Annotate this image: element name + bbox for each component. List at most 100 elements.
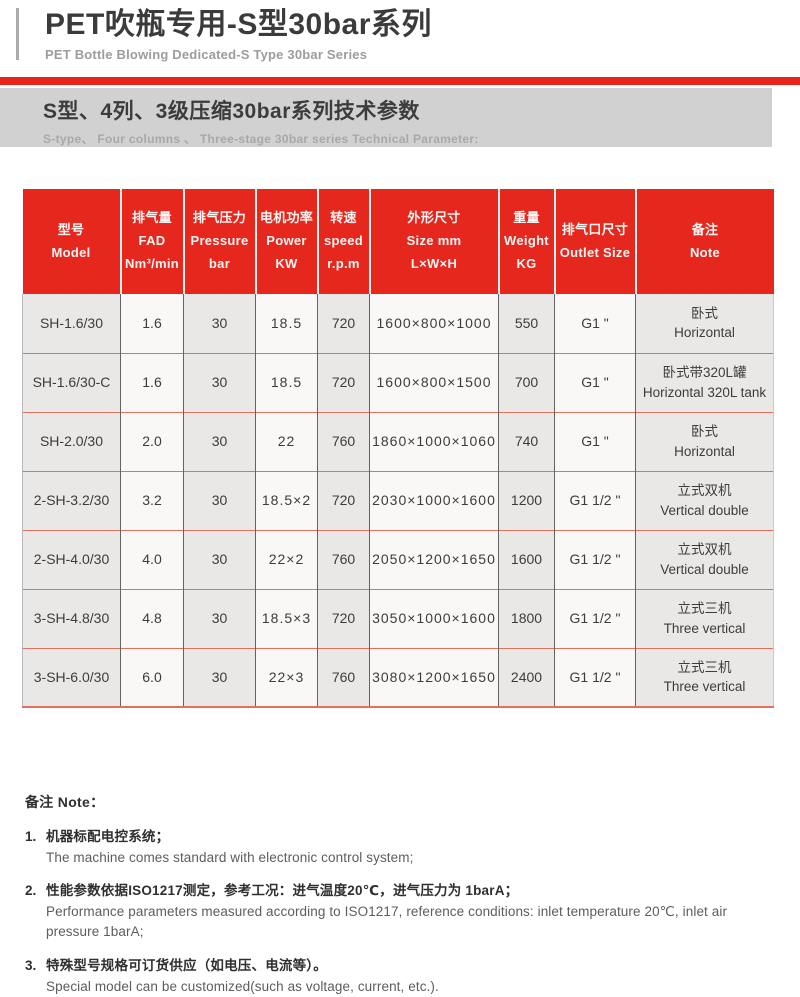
cell-weight: 1200	[498, 471, 555, 530]
note-text-cn: 特殊型号规格可订货供应（如电压、电流等）。	[46, 957, 327, 973]
cell-line: Horizontal 320L tank	[642, 384, 767, 400]
cell-line: 18.5	[270, 374, 303, 390]
page-subtitle: PET Bottle Blowing Dedicated-S Type 30ba…	[45, 46, 368, 62]
cell-line: SH-2.0/30	[39, 433, 104, 449]
cell-outlet: G1 "	[554, 412, 636, 471]
table-row: SH-1.6/30-C 1.6 30 18.5 720 1600×800×1500 700 G…	[22, 353, 774, 412]
header-line: Note	[689, 244, 721, 260]
cell-line: 立式双机	[677, 482, 732, 498]
cell-fad: 6.0	[120, 648, 184, 707]
cell-line: 6.0	[142, 668, 162, 685]
cell-model: 2-SH-3.2/30	[22, 471, 121, 530]
cell-line: 30	[211, 492, 228, 508]
cell-line: 卧式	[691, 305, 718, 321]
cell-note: 立式双机 Vertical double	[635, 471, 774, 530]
header-line: L×W×H	[410, 255, 458, 271]
cell-line: 740	[514, 433, 539, 449]
cell-line: 卧式带320L罐	[662, 364, 747, 380]
header-line: 外形尺寸	[407, 210, 461, 226]
note-text-cn: 机器标配电控系统；	[46, 829, 170, 844]
cell-line: 760	[331, 433, 356, 449]
cell-line: 3050×1000×1600	[372, 610, 496, 626]
notes-heading: 备注 Note：	[25, 794, 105, 810]
cell-pressure: 30	[183, 648, 256, 707]
header-cell-pressure: 排气压力 Pressure bar	[182, 189, 256, 294]
header-line: Size mm	[406, 233, 462, 249]
header-line: KW	[275, 255, 298, 271]
cell-line: Three vertical	[663, 620, 746, 636]
table-header-row: 型号 Model 排气量 FAD Nm³/min 排气压力 Pressure bar 电机功率 P…	[22, 189, 774, 294]
cell-line: 立式三机	[677, 659, 732, 675]
header-line: 重量	[513, 210, 540, 226]
cell-fad: 1.6	[120, 294, 184, 353]
cell-fad: 4.0	[120, 530, 184, 589]
cell-line: 3.2	[142, 492, 162, 508]
banner-title: S型、4列、3级压缩30bar系列技术参数	[43, 100, 420, 123]
technical-parameters-table: 型号 Model 排气量 FAD Nm³/min 排气压力 Pressure bar 电机功率 P…	[22, 189, 774, 708]
note-number: 1.	[25, 829, 37, 844]
cell-line: 18.5	[270, 314, 303, 331]
cell-model: 2-SH-4.0/30	[22, 530, 121, 589]
cell-line: G1 1/2 "	[569, 492, 621, 508]
note-item: 3. 特殊型号规格可订货供应（如电压、电流等）。 Special model c…	[25, 956, 775, 997]
header-line: 电机功率	[259, 210, 314, 226]
cell-size: 2050×1200×1650	[369, 530, 499, 589]
cell-outlet: G1 1/2 "	[554, 471, 636, 530]
cell-line: 720	[331, 314, 356, 331]
header-line: Model	[51, 244, 91, 260]
cell-power: 22×3	[255, 648, 318, 707]
cell-pressure: 30	[183, 412, 256, 471]
note-number: 3.	[25, 957, 37, 973]
cell-line: Horizontal	[674, 325, 735, 341]
cell-line: 760	[331, 551, 356, 567]
cell-line: 1600×800×1000	[376, 314, 492, 331]
cell-line: G1 "	[581, 314, 609, 331]
cell-speed: 760	[317, 648, 370, 707]
cell-speed: 760	[317, 412, 370, 471]
cell-line: 2.0	[142, 433, 162, 449]
cell-outlet: G1 "	[554, 353, 636, 412]
cell-line: 1860×1000×1060	[372, 433, 496, 449]
cell-power: 18.5×3	[255, 589, 318, 648]
cell-line: 2-SH-4.0/30	[33, 551, 110, 567]
cell-size: 1860×1000×1060	[369, 412, 499, 471]
cell-outlet: G1 1/2 "	[554, 530, 636, 589]
table-row: SH-2.0/30 2.0 30 22 760 1860×1000×1060 740 G1 "…	[22, 412, 774, 471]
cell-line: G1 1/2 "	[569, 668, 621, 685]
cell-note: 卧式 Horizontal	[635, 294, 774, 353]
cell-fad: 1.6	[120, 353, 184, 412]
cell-outlet: G1 1/2 "	[554, 648, 636, 707]
cell-note: 立式三机 Three vertical	[635, 648, 774, 707]
cell-line: 700	[514, 374, 539, 390]
header-line: Pressure	[190, 233, 249, 249]
cell-outlet: G1 1/2 "	[554, 589, 636, 648]
cell-pressure: 30	[183, 530, 256, 589]
cell-line: 550	[514, 314, 539, 331]
cell-power: 18.5×2	[255, 471, 318, 530]
cell-line: 2030×1000×1600	[372, 492, 496, 508]
cell-line: Horizontal	[674, 443, 735, 459]
cell-power: 18.5	[255, 294, 318, 353]
cell-size: 2030×1000×1600	[369, 471, 499, 530]
header-cell-outlet: 排气口尺寸 Outlet Size	[553, 189, 636, 294]
cell-line: 2-SH-3.2/30	[33, 492, 110, 508]
cell-weight: 1600	[498, 530, 555, 589]
note-text-en: Special model can be customized(such as …	[46, 978, 439, 994]
table-body: SH-1.6/30 1.6 30 18.5 720 1600×800×1000 550 G1 …	[22, 294, 774, 707]
cell-size: 3080×1200×1650	[369, 648, 499, 707]
header-line: Power	[266, 233, 307, 249]
cell-line: Vertical double	[660, 561, 749, 577]
cell-speed: 720	[317, 471, 370, 530]
cell-model: SH-1.6/30-C	[22, 353, 121, 412]
cell-weight: 550	[498, 294, 555, 353]
cell-line: 1600×800×1500	[376, 374, 492, 390]
cell-line: 30	[211, 610, 228, 626]
banner-subtitle: S-type、 Four columns 、 Three-stage 30bar…	[43, 132, 479, 146]
header-line: 型号	[57, 221, 85, 237]
cell-line: 1200	[510, 492, 543, 508]
header-line: 排气口尺寸	[561, 221, 629, 237]
header-line: speed	[323, 233, 364, 249]
cell-note: 立式双机 Vertical double	[635, 530, 774, 589]
header-cell-weight: 重量 Weight KG	[497, 189, 555, 294]
header-cell-note: 备注 Note	[634, 189, 774, 294]
